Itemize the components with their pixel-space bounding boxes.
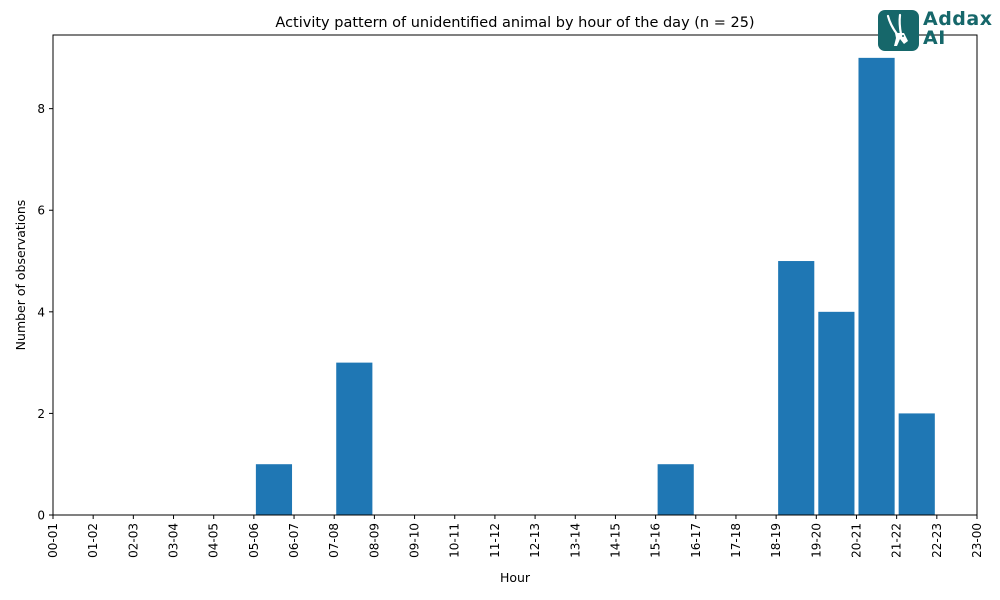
bars-group (255, 57, 935, 515)
x-tick-label: 21-22 (890, 523, 904, 558)
y-ticks-group: 0 2 4 6 8 (37, 102, 53, 523)
y-tick-label: 8 (37, 102, 45, 116)
x-tick-label: 06-07 (287, 523, 301, 558)
logo-line-1: Addax (923, 8, 993, 30)
x-tick-label: 01-02 (86, 523, 100, 558)
x-tick-label: 00-01 (46, 523, 60, 558)
logo-line-2: AI (923, 27, 946, 49)
x-tick-label: 16-17 (689, 523, 703, 558)
bar-21-22 (898, 413, 935, 515)
x-tick-label: 09-10 (408, 523, 422, 558)
x-tick-label: 05-06 (247, 523, 261, 558)
x-tick-label: 14-15 (608, 523, 622, 558)
x-tick-label: 04-05 (207, 523, 221, 558)
bar-20-21 (858, 57, 895, 515)
bar-05-06 (255, 464, 293, 515)
bar-07-08 (336, 362, 373, 515)
x-tick-label: 02-03 (126, 523, 140, 558)
x-tick-label: 15-16 (649, 523, 663, 558)
x-tick-label: 13-14 (568, 523, 582, 558)
chart-title: Activity pattern of unidentified animal … (275, 15, 754, 31)
x-tick-label: 23-00 (970, 523, 984, 558)
bar-19-20 (818, 311, 855, 515)
addax-ai-logo: Addax AI (878, 10, 993, 52)
x-tick-label: 11-12 (488, 523, 502, 558)
y-tick-label: 4 (37, 305, 45, 319)
x-tick-label: 07-08 (327, 523, 341, 558)
plot-frame (52, 34, 978, 516)
y-tick-label: 2 (37, 407, 45, 421)
x-axis-label: Hour (500, 570, 531, 585)
x-tick-label: 12-13 (528, 523, 542, 558)
antelope-icon (878, 10, 919, 51)
x-tick-label: 18-19 (769, 523, 783, 558)
y-tick-label: 6 (37, 204, 45, 218)
x-ticks-group: 00-01 01-02 02-03 03-04 04-05 05-06 06-07 07-08… (46, 515, 984, 558)
x-tick-label: 08-09 (367, 523, 381, 558)
y-axis-label: Number of observations (13, 200, 28, 351)
x-tick-label: 19-20 (809, 523, 823, 558)
y-tick-label: 0 (37, 509, 45, 523)
x-tick-label: 10-11 (448, 523, 462, 558)
logo-wordmark: Addax AI (923, 10, 992, 48)
x-tick-label: 20-21 (849, 523, 863, 558)
bar-18-19 (778, 261, 815, 515)
x-tick-label: 17-18 (729, 523, 743, 558)
x-tick-label: 22-23 (930, 523, 944, 558)
bar-15-16 (657, 464, 694, 515)
x-tick-label: 03-04 (167, 523, 181, 558)
